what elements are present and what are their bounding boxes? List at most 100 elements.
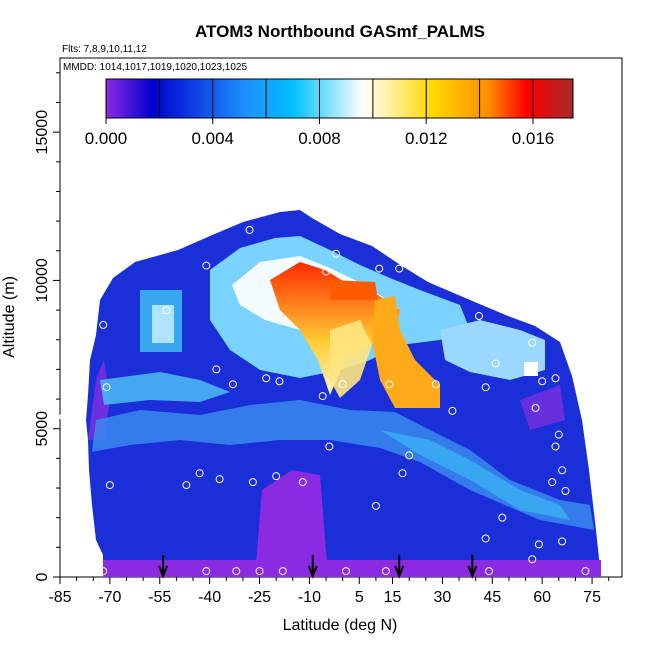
- x-tick-label: 60: [533, 589, 551, 606]
- colorbar-tick-label: 0.016: [512, 129, 555, 148]
- x-tick-label: -70: [98, 589, 121, 606]
- heatmap-hot-column: [372, 296, 440, 408]
- profile-arrow-head: [307, 565, 318, 579]
- sample-circle: [601, 567, 610, 576]
- sample-circle: [212, 365, 221, 374]
- sample-circle: [275, 377, 284, 386]
- mmdd-note: MMDD: 1014,1017,1019,1020,1023,1025: [63, 62, 247, 73]
- heatmap-red-bar: [330, 280, 378, 300]
- y-tick-label: 0: [34, 572, 51, 581]
- profile-arrow-head: [394, 565, 405, 579]
- sample-circle: [581, 567, 590, 576]
- sample-circle: [371, 501, 380, 510]
- sample-circle: [528, 555, 537, 564]
- sample-circle: [105, 481, 114, 490]
- sample-circle: [558, 466, 567, 475]
- sample-circle: [248, 478, 257, 487]
- sample-circle: [195, 469, 204, 478]
- profile-arrow-head: [467, 565, 478, 579]
- heatmap-right-patch: [440, 320, 545, 380]
- heatmap-field: [86, 210, 601, 577]
- chart-title: ATOM3 Northbound GASmf_PALMS: [195, 22, 485, 41]
- sample-circle: [202, 567, 211, 576]
- sample-circle: [498, 513, 507, 522]
- heatmap-azure-band: [92, 400, 594, 530]
- sample-circle: [162, 306, 171, 315]
- heatmap-yellow-tail: [330, 320, 372, 398]
- chart-subtitle: Flts: 7,8,9,10,11,12: [62, 44, 147, 55]
- y-axis-label: Altitude (m): [1, 276, 18, 358]
- sample-circle: [481, 534, 490, 543]
- sample-circle: [381, 567, 390, 576]
- sample-circle: [395, 264, 404, 273]
- sample-circle: [228, 380, 237, 389]
- sample-circle: [528, 338, 537, 347]
- sample-circle: [232, 567, 241, 576]
- x-tick-label: 45: [483, 589, 501, 606]
- sample-circle: [318, 392, 327, 401]
- x-axis: -85 -70 -55 -40 -25 -10 5 15 30 45 60 75: [48, 577, 610, 606]
- x-tick-label: 30: [434, 589, 452, 606]
- colorbar-tick-label: 0.004: [191, 129, 234, 148]
- sample-circle: [448, 406, 457, 415]
- sample-circle: [278, 567, 287, 576]
- x-tick-label: -10: [298, 589, 321, 606]
- y-tick-label: 15000: [34, 110, 51, 155]
- colorbar: 0.000 0.004 0.008 0.012 0.016: [85, 78, 574, 148]
- x-tick-label: -40: [198, 589, 221, 606]
- x-tick-label: 5: [355, 589, 364, 606]
- sample-circle: [551, 374, 560, 383]
- x-tick-label: 75: [583, 589, 601, 606]
- sample-circle: [431, 380, 440, 389]
- measurement-markers: [59, 226, 610, 576]
- sample-circle: [491, 359, 500, 368]
- sample-circle: [102, 383, 111, 392]
- y-axis: 0 5000 10000 15000: [34, 72, 60, 581]
- heatmap-left-cyan: [100, 372, 230, 405]
- sample-circle: [558, 537, 567, 546]
- sample-circle: [99, 258, 108, 267]
- sample-circle: [514, 309, 523, 318]
- y-tick-label: 5000: [34, 411, 51, 447]
- sample-circle: [202, 261, 211, 270]
- x-tick-label: -25: [248, 589, 271, 606]
- colorbar-tick-label: 0.000: [85, 129, 128, 148]
- x-axis-label: Latitude (deg N): [283, 617, 398, 634]
- profile-arrows: [158, 555, 478, 579]
- sample-circle: [561, 486, 570, 495]
- colorbar-tick-label: 0.012: [405, 129, 448, 148]
- sample-circle: [481, 383, 490, 392]
- heatmap-right-white: [524, 362, 538, 376]
- sample-circle: [272, 472, 281, 481]
- sample-circle: [82, 350, 91, 359]
- heatmap-purple-bottom: [103, 560, 601, 577]
- sample-circle: [182, 481, 191, 490]
- sample-circle: [325, 442, 334, 451]
- sample-circle: [255, 567, 264, 576]
- sample-circle: [298, 478, 307, 487]
- sample-circle: [475, 312, 484, 321]
- y-tick-label: 10000: [34, 258, 51, 303]
- sample-circle: [338, 380, 347, 389]
- sample-circle: [484, 567, 493, 576]
- sample-circle: [534, 540, 543, 549]
- sample-circle: [89, 291, 98, 300]
- x-tick-label: 15: [384, 589, 402, 606]
- sample-circle: [215, 475, 224, 484]
- x-tick-label: -85: [48, 589, 71, 606]
- sample-circle: [375, 264, 384, 273]
- sample-circle: [262, 374, 271, 383]
- sample-circle: [322, 267, 331, 276]
- sample-circle: [531, 403, 540, 412]
- colorbar-tick-label: 0.008: [298, 129, 341, 148]
- sample-circle: [398, 469, 407, 478]
- sample-circle: [385, 380, 394, 389]
- plot-area: MMDD: 1014,1017,1019,1020,1023,1025: [59, 57, 623, 579]
- sample-circle: [99, 567, 108, 576]
- heatmap-purple-column: [255, 470, 328, 577]
- profile-arrow-head: [158, 565, 169, 579]
- sample-circle: [99, 320, 108, 329]
- sample-circle: [341, 567, 350, 576]
- sample-circle: [332, 249, 341, 258]
